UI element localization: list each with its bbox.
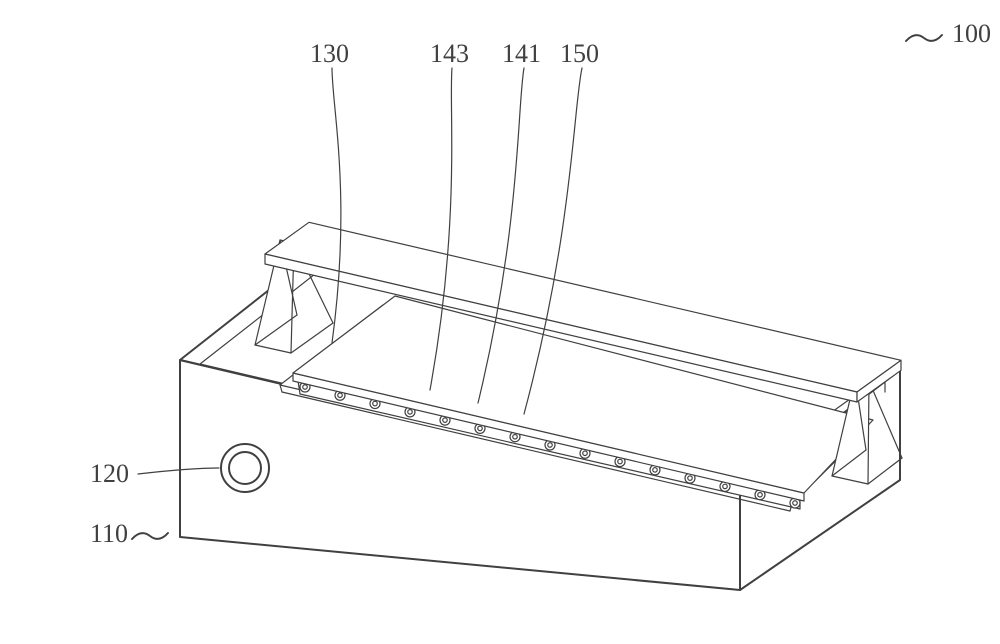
svg-text:141: 141: [502, 39, 541, 68]
svg-text:120: 120: [90, 459, 129, 488]
svg-text:143: 143: [430, 39, 469, 68]
svg-text:110: 110: [90, 519, 128, 548]
svg-text:150: 150: [560, 39, 599, 68]
svg-text:130: 130: [310, 39, 349, 68]
svg-text:100: 100: [952, 19, 991, 48]
